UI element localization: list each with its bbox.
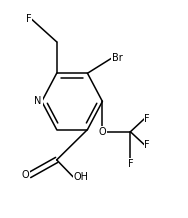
Text: Br: Br — [112, 53, 122, 63]
Text: O: O — [22, 170, 30, 180]
Text: F: F — [128, 159, 133, 169]
Text: N: N — [34, 96, 42, 106]
Text: OH: OH — [74, 172, 89, 182]
Text: F: F — [144, 114, 150, 124]
Text: O: O — [99, 127, 106, 137]
Text: F: F — [26, 14, 31, 24]
Text: F: F — [144, 140, 150, 150]
